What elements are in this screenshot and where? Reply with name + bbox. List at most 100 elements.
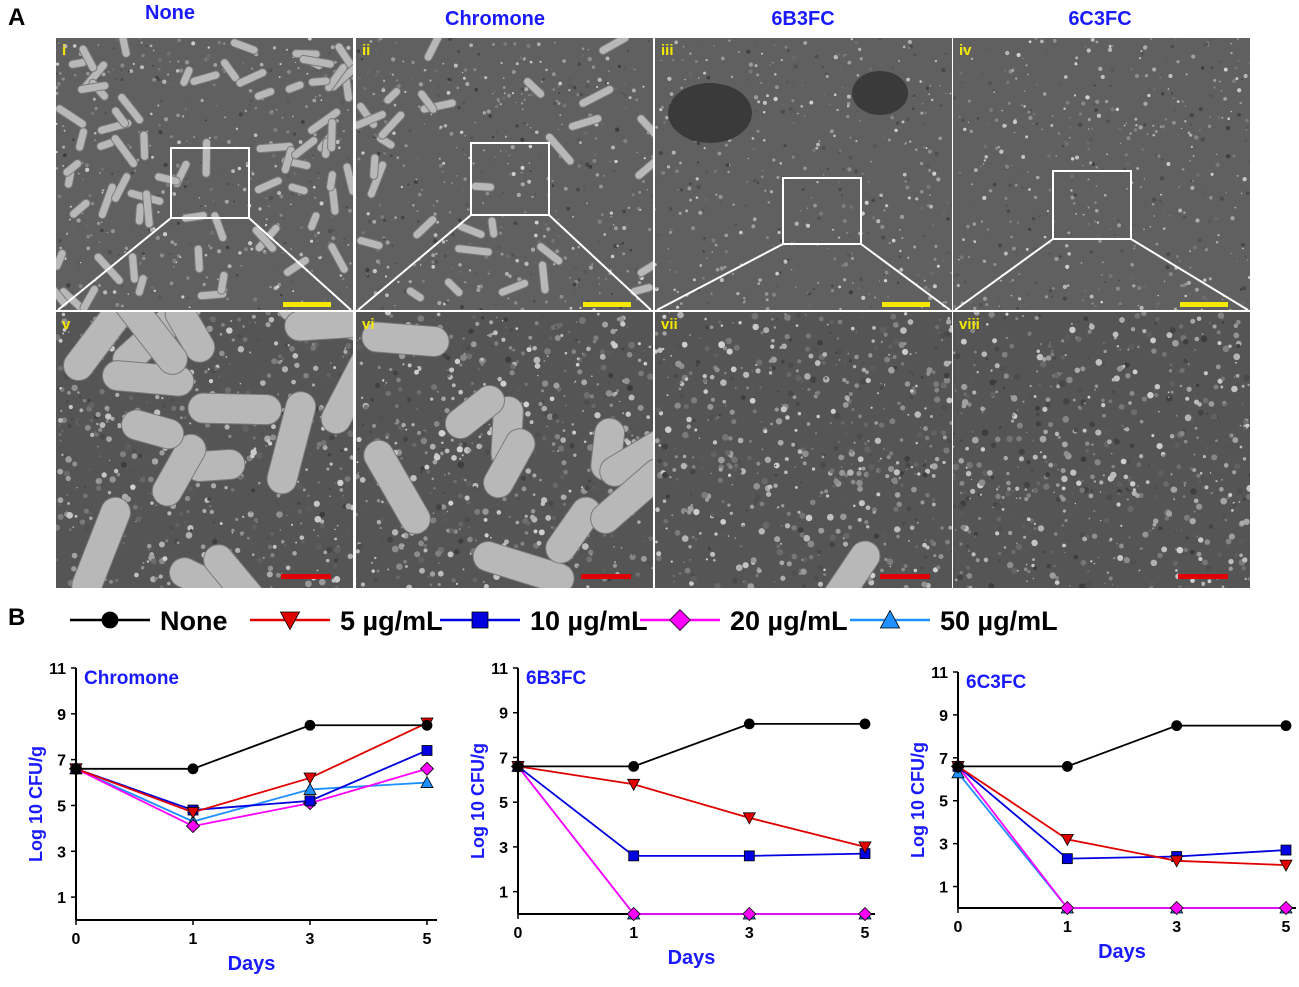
zoom-line-left [57, 217, 172, 311]
sem-image-v: v [56, 312, 353, 588]
sem-image-vii: vii [655, 312, 952, 588]
series-line [958, 724, 1286, 768]
zoom-line-right [860, 243, 951, 311]
data-point [187, 763, 199, 775]
x-tick-label: 0 [954, 919, 963, 936]
x-tick-label: 3 [745, 925, 754, 942]
x-axis-label: Days [228, 953, 276, 975]
series-line [76, 724, 427, 770]
data-point [304, 719, 316, 731]
data-point [626, 778, 641, 792]
series-line [75, 749, 428, 811]
x-tick-label: 3 [1172, 919, 1181, 936]
y-tick-label: 7 [57, 753, 66, 770]
series-line [517, 765, 866, 848]
chart-chromone: 1 3 5 7 9 11 0 1 3 5 Log 10 CFU/g Days Chromone [26, 661, 437, 975]
sem-panel-label: v [62, 316, 71, 333]
data-point [743, 718, 755, 730]
y-axis-label: Log 10 CFU/g [26, 746, 46, 862]
series-line [957, 772, 1286, 909]
chart-title: 6C3FC [966, 672, 1026, 693]
data-point [1061, 853, 1073, 865]
sem-image-iv: iv [953, 38, 1250, 310]
x-axis-label: Days [1098, 941, 1146, 963]
y-tick-label: 7 [939, 751, 948, 768]
y-axis-label: Log 10 CFU/g [468, 743, 488, 859]
series-line [517, 765, 865, 915]
y-axis-label: Log 10 CFU/g [908, 742, 928, 858]
sem-panel-label: iii [661, 42, 674, 59]
sem-panel-label: vii [661, 316, 678, 333]
sem-panel-label: ii [362, 42, 371, 59]
chart-6c3fc: 1 3 5 7 9 11 0 1 3 5 Log 10 CFU/g Days 6C3FC [908, 665, 1296, 963]
x-tick-label: 5 [1282, 919, 1291, 936]
y-tick-label: 5 [57, 798, 66, 815]
y-tick-label: 1 [939, 880, 948, 897]
data-point [857, 906, 873, 922]
x-tick-label: 3 [306, 931, 315, 948]
data-point [1280, 720, 1292, 732]
data-point [419, 761, 435, 776]
data-point [1280, 844, 1292, 856]
series-line [517, 765, 866, 857]
x-tick-label: 1 [189, 931, 198, 948]
series-line [957, 765, 1286, 909]
x-tick-label: 5 [861, 925, 870, 942]
zoom-line-right [248, 217, 352, 311]
data-point [70, 763, 82, 775]
panel-a-letter: A [8, 4, 26, 31]
y-tick-label: 9 [939, 708, 948, 725]
series-line [957, 765, 1287, 860]
legend-marker-circle [101, 611, 119, 629]
x-tick-label: 0 [514, 925, 523, 942]
sem-panel-label: viii [959, 316, 980, 333]
sem-panel-label: iv [959, 42, 972, 59]
data-point [1171, 720, 1183, 732]
legend-marker-triangle-up [879, 609, 901, 629]
zoom-line-left [357, 214, 472, 311]
chart-title: 6B3FC [526, 668, 586, 689]
data-point [1278, 900, 1294, 916]
legend-label: 50 µg/mL [940, 606, 1058, 636]
data-point [186, 806, 200, 820]
y-tick-label: 11 [491, 661, 508, 678]
series-line [518, 723, 865, 768]
legend-marker-diamond [669, 609, 691, 631]
zoom-line-left [656, 243, 784, 311]
zoom-line-right [1130, 238, 1249, 311]
x-tick-label: 5 [423, 931, 432, 948]
data-point [185, 819, 201, 834]
sem-image-i: i [56, 38, 353, 310]
legend-marker-triangle-down [279, 611, 301, 631]
sem-image-iii: iii [655, 38, 952, 310]
zoom-connector-lines [0, 0, 1299, 600]
chart-title: Chromone [84, 668, 179, 689]
data-point [743, 850, 755, 862]
data-point [421, 745, 433, 756]
data-point [303, 772, 317, 785]
y-tick-label: 9 [57, 707, 66, 724]
series-line [957, 765, 1287, 866]
column-title-chromone: Chromone [445, 8, 545, 30]
data-point [1060, 900, 1075, 916]
x-tick-label: 1 [1063, 919, 1072, 936]
zoom-line-right [548, 214, 652, 311]
y-tick-label: 5 [499, 795, 508, 812]
column-title-6b3fc: 6B3FC [771, 8, 835, 30]
legend-label: 20 µg/mL [730, 606, 848, 636]
y-tick-label: 9 [499, 706, 508, 723]
y-tick-label: 7 [499, 750, 508, 767]
zoom-line-left [954, 238, 1054, 311]
data-point [628, 850, 640, 862]
y-tick-label: 11 [49, 661, 66, 678]
data-point [626, 906, 641, 922]
data-point [1060, 833, 1075, 847]
series-line [517, 765, 865, 915]
data-point [858, 841, 872, 854]
column-title-6c3fc: 6C3FC [1068, 8, 1132, 30]
x-tick-label: 1 [629, 925, 638, 942]
y-tick-label: 11 [931, 665, 948, 682]
data-point [952, 761, 964, 772]
legend-label: 5 µg/mL [340, 606, 443, 636]
data-point [1061, 761, 1073, 772]
